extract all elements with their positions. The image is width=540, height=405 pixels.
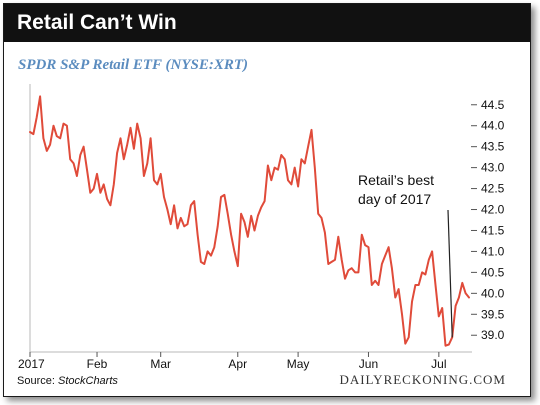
chart-axes: 39.0 39.5 40.0 40.5 41.0 41.5 42.0 42.5 43.0 43.5… (18, 84, 505, 371)
x-tick-label: Apr (228, 357, 247, 371)
x-tick-label: Jun (359, 357, 378, 371)
y-tick-label: 41.5 (481, 223, 505, 237)
annotation-pointer-line (447, 209, 453, 338)
y-tick-label: 42.0 (481, 203, 505, 217)
header-bar: Retail Can’t Win (4, 4, 530, 42)
annotation-text-line2: day of 2017 (358, 191, 431, 207)
y-tick-label: 43.0 (481, 161, 505, 175)
x-tick-label: May (287, 357, 310, 371)
x-tick-label: Mar (150, 357, 171, 371)
chart-title: SPDR S&P Retail ETF (NYSE:XRT) (18, 57, 249, 73)
chart-frame: Retail Can’t Win SPDR S&P Retail ETF (NY… (3, 3, 531, 397)
y-tick-label: 43.5 (481, 140, 505, 154)
series-line (29, 95, 470, 347)
source-note: Source: StockCharts (17, 375, 118, 387)
source-name: StockCharts (57, 375, 118, 387)
line-chart: 39.0 39.5 40.0 40.5 41.0 41.5 42.0 42.5 43.0 43.5… (18, 84, 505, 371)
annotation-text-line1: Retail’s best (358, 172, 434, 188)
y-tick-label: 42.5 (481, 182, 505, 196)
header-title: Retail Can’t Win (17, 11, 177, 34)
x-tick-label: 2017 (18, 357, 45, 371)
chart-series (29, 95, 470, 347)
y-tick-label: 40.0 (481, 286, 505, 300)
y-tick-label: 44.5 (481, 98, 505, 112)
y-tick-label: 44.0 (481, 119, 505, 133)
y-tick-label: 39.0 (481, 328, 505, 342)
chart-annotation: Retail’s best day of 2017 (354, 170, 453, 338)
brand-watermark: DAILYRECKONING.COM (339, 372, 506, 387)
annotation-box (354, 170, 453, 212)
y-tick-label: 39.5 (481, 307, 505, 321)
x-tick-label: Feb (87, 357, 108, 371)
y-tick-label: 41.0 (481, 244, 505, 258)
x-tick-label: Jul (431, 357, 446, 371)
y-tick-label: 40.5 (481, 265, 505, 279)
source-label: Source: (17, 375, 55, 387)
